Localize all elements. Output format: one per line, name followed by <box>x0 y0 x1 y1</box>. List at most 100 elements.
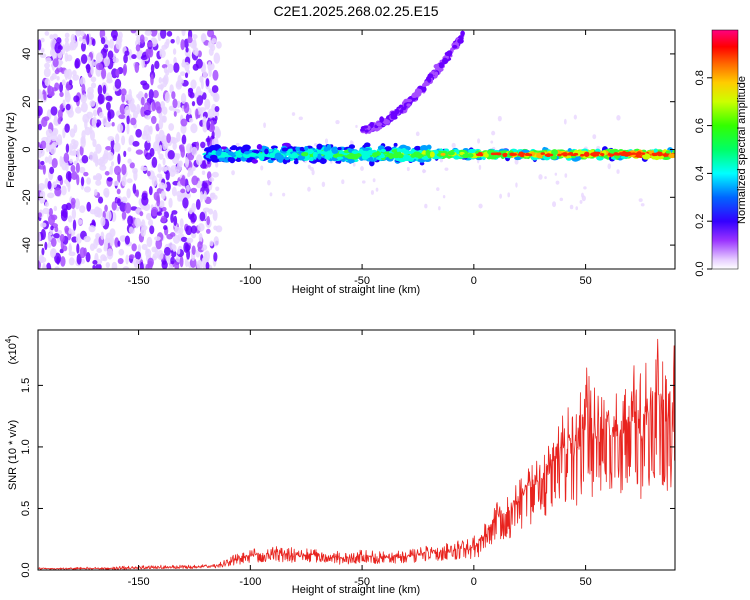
spectrogram-cell <box>86 33 90 46</box>
spectrogram-band-cell <box>337 146 342 151</box>
spectrogram-band-cell <box>299 146 305 151</box>
spectrogram-cell <box>499 193 503 199</box>
spectrogram-cell <box>60 185 67 196</box>
snr-y-tick-label: 1.0 <box>20 439 32 454</box>
spectrogram-cell <box>80 54 88 65</box>
spectrogram-cell <box>151 101 156 112</box>
spectrogram-cell <box>65 143 70 154</box>
spectrogram-cell <box>200 141 206 149</box>
spectrogram-band-cell <box>312 151 318 158</box>
spectrogram-cell <box>90 67 94 76</box>
spectrogram-cell <box>195 198 201 210</box>
spectrogram-cell <box>187 87 194 93</box>
spectrogram-cell <box>106 151 114 161</box>
spectrogram-cell <box>212 209 218 222</box>
spectrogram-cell <box>89 125 93 134</box>
spectrogram-cell <box>178 227 184 235</box>
spectrogram-cell <box>192 34 198 40</box>
spectrogram-cell <box>94 156 99 167</box>
spectrogram-cell <box>72 149 77 157</box>
spectrogram-cell <box>39 190 46 199</box>
spectrogram-cell <box>87 56 91 64</box>
spectrogram-cell <box>88 225 96 233</box>
spectrogram-cell <box>85 251 91 263</box>
spectrogram-cell <box>44 156 49 163</box>
spectrogram-cell <box>51 248 57 257</box>
spectrogram-band-cell <box>397 151 402 158</box>
spectrogram-cell <box>168 263 174 269</box>
spectrogram-cell <box>184 258 189 268</box>
spectrogram-cell <box>122 65 127 77</box>
spectrogram-cell <box>81 154 89 164</box>
spectrogram-cell <box>173 62 180 73</box>
spectrogram-cell <box>355 124 358 129</box>
spectrogram-cell <box>490 140 494 144</box>
colorbar: 0.0 0.2 0.4 0.6 0.8 Normalized spectral ampl… <box>694 29 748 277</box>
spectrogram-cell <box>172 234 180 244</box>
spectrogram-trace-cell <box>399 109 404 114</box>
spectrogram-peak-cell <box>621 152 627 156</box>
spectrogram-cell <box>579 199 583 204</box>
spectrogram-cell <box>76 148 80 158</box>
spectrogram-cell <box>54 114 58 123</box>
spectrogram-cell <box>95 143 102 154</box>
spectrogram-band-cell <box>672 149 675 154</box>
spectrogram-cell <box>135 44 141 52</box>
spectrogram-cell <box>187 172 191 178</box>
spectrogram-cell <box>79 205 86 213</box>
spectrogram-cell <box>115 68 120 77</box>
spectrogram-cell <box>121 211 127 220</box>
spectrogram-cell <box>116 198 121 207</box>
spectrogram-trace-cell <box>421 83 427 87</box>
snr-y-multiplier: (x104) <box>4 335 19 365</box>
spectrogram-cell <box>202 116 207 126</box>
spectrogram-peak-cell <box>640 152 646 155</box>
spectrogram-cell <box>313 142 318 147</box>
spectrogram-cell <box>86 111 94 119</box>
spectrogram-cell <box>95 233 101 240</box>
spectrogram-cell <box>158 144 163 152</box>
spectrogram-cell <box>159 49 166 59</box>
spectrogram-cell <box>59 82 64 93</box>
spectrogram-cell <box>185 143 193 154</box>
spectrogram-cell <box>121 135 126 146</box>
spectrogram-cell <box>160 190 166 200</box>
spectrogram-cell <box>92 109 98 117</box>
spectrogram-cell <box>95 52 103 63</box>
snr-x-tick-label: -50 <box>354 576 370 588</box>
spectrogram-band-cell <box>368 156 374 162</box>
spectrogram-cell <box>112 57 119 64</box>
spectrogram-cell <box>38 212 42 218</box>
spectrogram-cell <box>109 235 114 247</box>
spectrogram-cell <box>113 142 121 153</box>
spectrogram-trace-cell <box>457 38 464 44</box>
spectrogram-cell <box>141 57 145 69</box>
spectrogram-cell <box>150 74 154 86</box>
spectrogram-cell <box>64 70 69 81</box>
spectrogram-trace-cell <box>460 30 465 36</box>
spectrogram-cell <box>583 186 587 190</box>
spectrogram-cell <box>86 201 92 212</box>
spectrogram-band-cell <box>264 148 269 155</box>
spectrogram-cell <box>64 32 70 39</box>
spectrogram-cell <box>64 52 69 63</box>
spectrogram-cell <box>142 82 150 90</box>
spectrogram-cell <box>126 178 133 184</box>
spectrogram-cell <box>321 181 326 188</box>
spectrogram-cell <box>192 40 197 50</box>
spectrogram-cell <box>169 168 176 177</box>
spectrogram-cell <box>38 89 42 100</box>
spectrogram-cell <box>349 140 353 145</box>
spectrogram-cell <box>54 226 59 233</box>
spectrogram-band-cell <box>447 150 455 156</box>
spectrogram-cell <box>42 164 46 175</box>
spectrogram-peak-cell <box>509 152 515 156</box>
spectrogram-cell <box>50 214 58 221</box>
spectrogram-trace-cell <box>446 50 453 57</box>
spectrogram-band-cell <box>468 148 476 154</box>
spectrogram-cell <box>298 116 303 121</box>
spectrogram-band-cell <box>393 142 398 147</box>
spectrogram-cell <box>97 173 103 181</box>
spectrogram-cell <box>201 182 208 189</box>
spectrogram-cell <box>210 119 214 131</box>
